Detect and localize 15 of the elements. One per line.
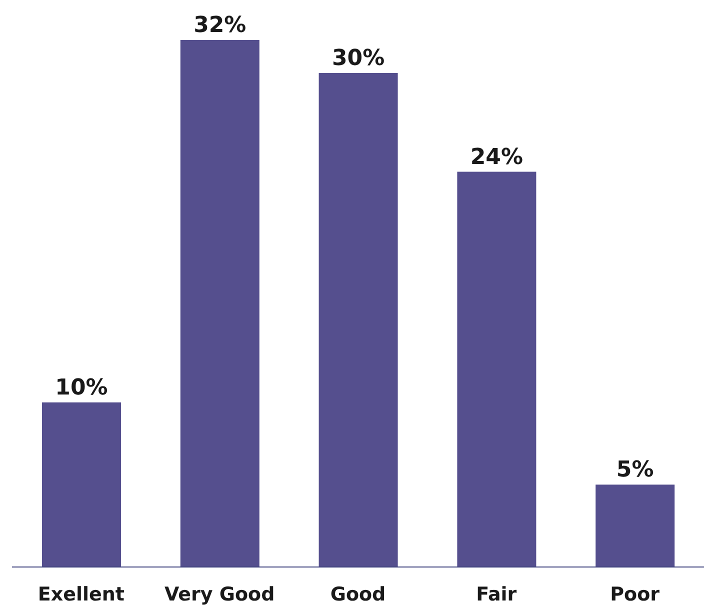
data-label: 5% — [616, 458, 654, 483]
x-tick-label: Fair — [476, 583, 518, 606]
x-tick-label: Good — [330, 583, 386, 606]
data-label: 30% — [332, 46, 385, 71]
x-tick-label: Poor — [610, 583, 660, 606]
bar — [457, 172, 536, 567]
data-label: 10% — [55, 375, 108, 400]
data-label: 24% — [470, 144, 524, 170]
bar — [180, 40, 260, 567]
bar — [596, 484, 675, 567]
bar — [42, 402, 121, 567]
x-tick-label: Very Good — [164, 583, 275, 606]
bar — [318, 72, 398, 567]
x-tick-label: Exellent — [38, 583, 125, 606]
data-label: 32% — [194, 13, 246, 38]
